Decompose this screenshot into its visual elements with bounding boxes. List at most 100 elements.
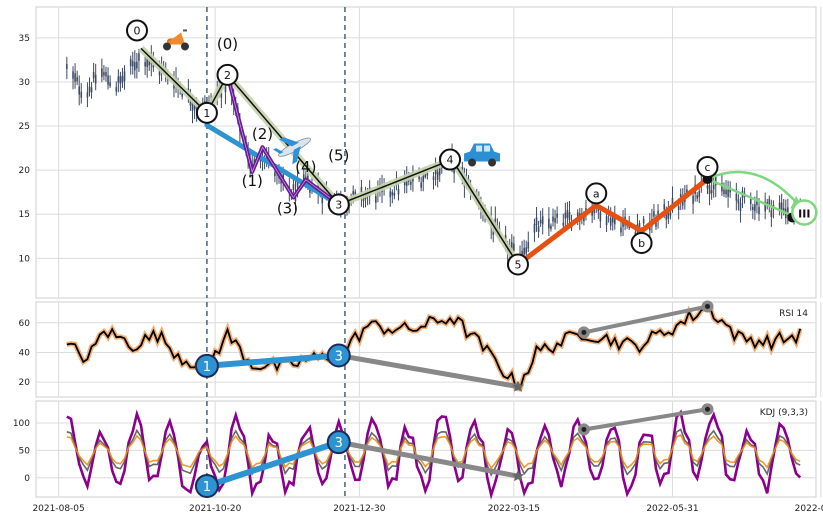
candle-body <box>360 186 363 196</box>
minor-wave-highlight <box>227 74 339 205</box>
candle-body <box>391 192 394 196</box>
wave-target-circle <box>791 199 818 226</box>
candle-body <box>393 192 396 196</box>
candle-body <box>352 191 354 195</box>
projection-arrow-lower <box>707 177 795 218</box>
candle-body <box>568 212 571 221</box>
candle-body <box>527 242 530 249</box>
candle-body <box>136 61 138 69</box>
candle-body <box>566 209 569 218</box>
candle-body <box>72 71 74 79</box>
candle-body <box>438 167 441 176</box>
candle-body <box>94 74 97 84</box>
candle-body <box>131 60 134 67</box>
wave-label-b: b <box>638 237 645 250</box>
candle-body <box>405 176 408 187</box>
candle-body <box>706 185 709 189</box>
candle-body <box>88 86 91 93</box>
candle-body <box>548 218 550 229</box>
candle-body <box>189 99 192 106</box>
price-ytick-label: 15 <box>19 210 30 220</box>
candle-body <box>768 198 771 205</box>
candle-body <box>611 215 614 223</box>
rsi-ytick-label: 60 <box>19 319 31 329</box>
divergence-dot-center <box>581 329 587 335</box>
divergence-line-gray <box>583 407 708 432</box>
candle-body <box>698 190 701 198</box>
candle-body <box>90 87 93 93</box>
candle-body <box>735 193 738 201</box>
candle-body <box>749 198 752 205</box>
candle-body <box>436 171 439 180</box>
candle-body <box>609 218 612 226</box>
candle-body <box>119 75 122 84</box>
wave-label-5: 5 <box>514 258 521 271</box>
candle-body <box>541 216 544 225</box>
kdj-ytick-label: 50 <box>19 446 31 456</box>
airplane-wing <box>279 137 299 147</box>
wave-label-circle <box>195 101 218 124</box>
rsi-panel: 20 40 60 1 3 RSI 14 <box>19 300 822 398</box>
candle-body <box>754 204 756 212</box>
candle-body <box>74 73 76 82</box>
divergence-dot-center <box>705 406 710 412</box>
candle-body <box>782 207 785 212</box>
candle-body <box>422 176 425 182</box>
candle-body <box>523 247 525 255</box>
candle-body <box>66 64 68 69</box>
divergence-line-gray <box>583 304 708 335</box>
candle-body <box>193 104 196 110</box>
candle-body <box>354 191 357 196</box>
kdj-d-line <box>66 434 801 470</box>
candle-body <box>599 212 602 222</box>
wave-label-0: 0 <box>134 24 141 37</box>
divergence-star-marker <box>511 380 524 392</box>
x-tick-label: 2022-05-31 <box>646 504 698 514</box>
wave-label-circle <box>506 253 529 276</box>
candle-body <box>134 62 136 71</box>
candle-body <box>418 176 420 180</box>
wave-label-circle <box>585 182 608 205</box>
price-ytick-label: 35 <box>19 34 30 44</box>
wave-label-circle <box>216 63 239 86</box>
corrective-wave-line <box>516 177 710 267</box>
candle-body <box>537 226 540 232</box>
candle-body <box>539 219 542 224</box>
x-tick-label: 2022-03-15 <box>488 504 540 514</box>
candle-body <box>780 202 783 211</box>
candle-body <box>583 217 585 222</box>
candle-body <box>778 202 781 210</box>
candle-body <box>686 189 688 195</box>
candle-body <box>758 206 760 215</box>
candle-body <box>721 183 723 192</box>
divergence-line-blue <box>206 352 339 369</box>
candle-body <box>129 59 132 67</box>
wave-label-circle <box>630 231 653 254</box>
kdj-panel: 0 50 100 1 3 KDJ (9,3,3) <box>13 400 822 500</box>
candle-body <box>274 172 276 177</box>
candle-body <box>642 218 645 224</box>
divergence-line-blue <box>205 439 340 489</box>
wave-label-2: 2 <box>224 69 231 82</box>
candle-body <box>576 212 579 217</box>
divergence-dot-center <box>581 427 587 433</box>
rsi-line <box>66 304 802 391</box>
candle-body <box>148 59 151 66</box>
airplane-tail <box>273 148 284 154</box>
candle-body <box>321 194 324 204</box>
candle-body <box>513 243 515 251</box>
candle-body <box>158 69 161 76</box>
candle-body <box>191 102 194 111</box>
candle-body <box>671 197 674 207</box>
kdj-ytick-label: 100 <box>13 419 30 429</box>
candle-body <box>117 76 120 83</box>
candle-body <box>764 202 766 212</box>
price-ytick-label: 30 <box>19 78 31 88</box>
candle-body <box>562 222 565 226</box>
candle-body <box>770 210 773 217</box>
minor-wave-label: (4) <box>295 158 316 176</box>
candle-body <box>663 204 666 210</box>
divergence-line-gray <box>338 352 519 390</box>
minor-wave-label: (5) <box>328 147 349 165</box>
